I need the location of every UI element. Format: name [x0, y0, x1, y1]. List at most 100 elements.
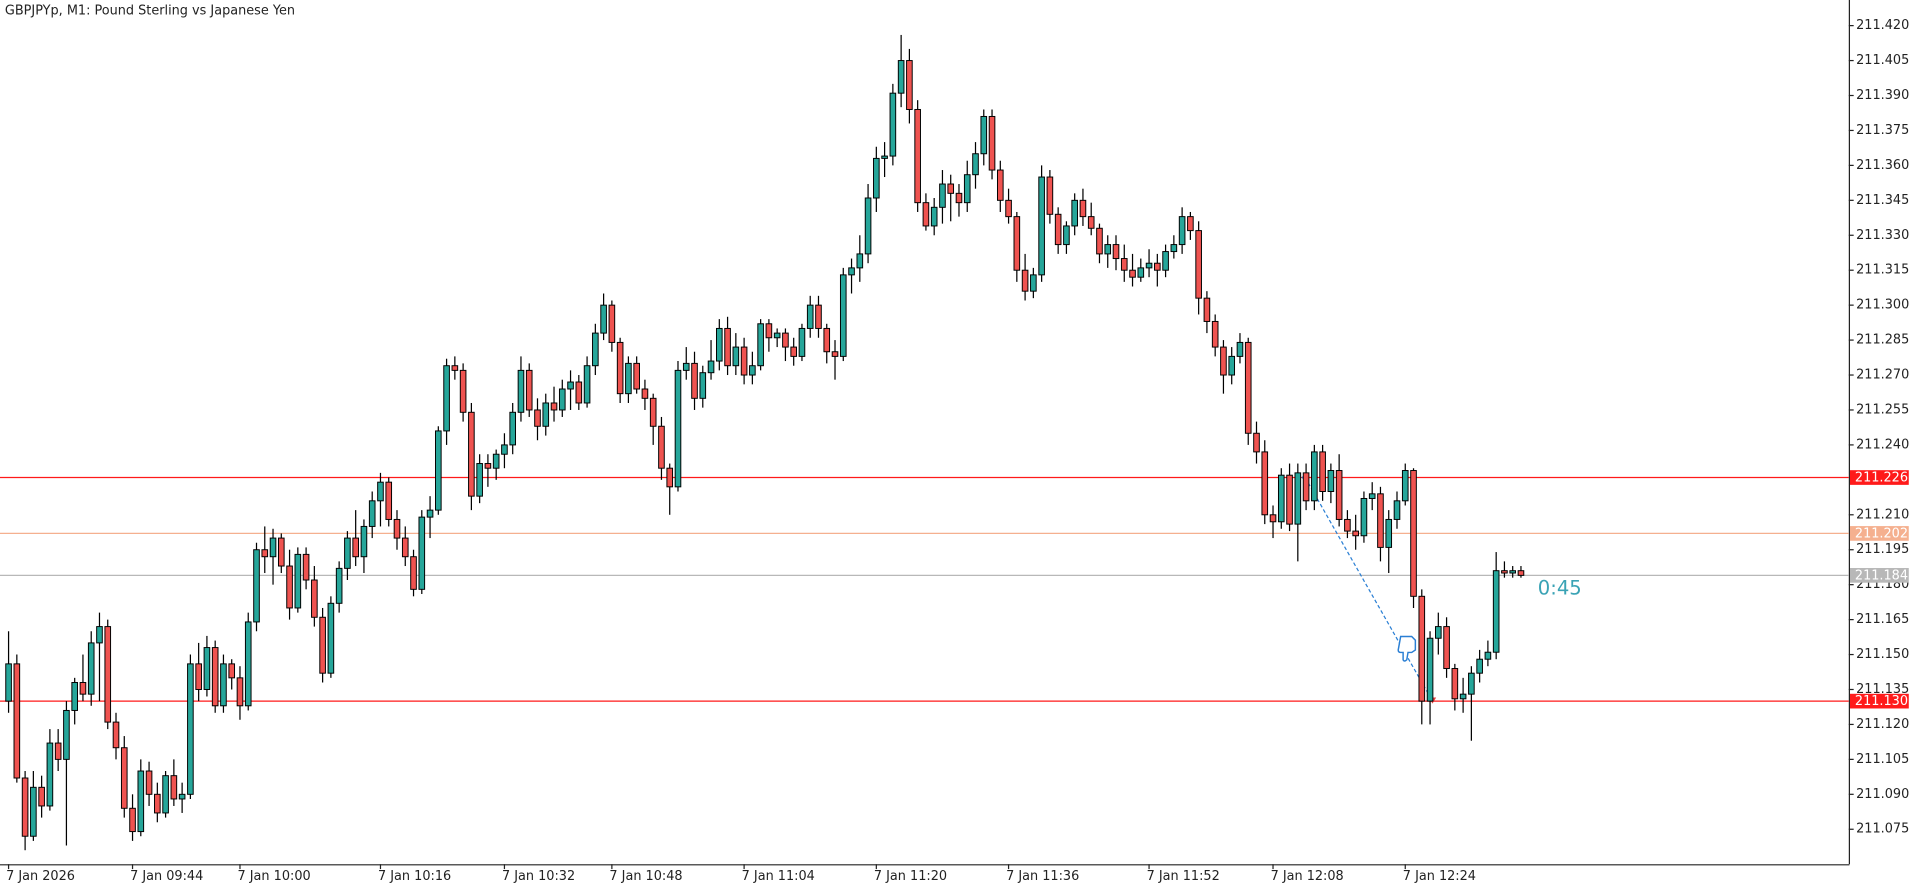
price-level-label: 211.130 — [1855, 694, 1908, 709]
candle-body — [145, 770, 153, 795]
candle-body — [162, 775, 169, 814]
candle-body — [137, 770, 145, 833]
candle-body — [1046, 176, 1054, 215]
candle-body — [344, 537, 351, 569]
candle-body — [87, 642, 95, 695]
price-level-label: 211.184 — [1855, 568, 1908, 583]
candle-body — [534, 409, 541, 427]
candle-body — [1459, 693, 1467, 700]
y-tick-label: 211.210 — [1856, 507, 1909, 522]
candle-body — [1021, 269, 1029, 292]
candle-body — [732, 346, 740, 367]
candle-body — [1195, 230, 1202, 299]
candle-body — [1286, 474, 1293, 525]
candle-body — [716, 327, 723, 362]
thumbs-down-shape — [1397, 635, 1417, 662]
candle-body — [1112, 244, 1120, 260]
y-tick-label: 211.195 — [1856, 542, 1909, 557]
y-tick-label: 211.390 — [1856, 88, 1909, 103]
candle-body — [377, 481, 384, 502]
candle-body — [1203, 297, 1211, 322]
x-tick-label: 7 Jan 09:44 — [130, 869, 203, 884]
thumbs-down-icon — [1397, 635, 1417, 662]
candle-body — [360, 525, 368, 558]
candle-body — [1013, 216, 1021, 271]
candle-body — [1377, 493, 1384, 548]
candle-body — [682, 362, 690, 371]
candle-body — [327, 602, 335, 674]
candle-body — [154, 793, 161, 814]
candle-body — [658, 425, 665, 469]
candle-body — [889, 92, 897, 157]
candle-body — [1253, 432, 1260, 453]
x-tick-label: 7 Jan 11:52 — [1147, 869, 1220, 884]
price-level-tag — [1850, 470, 1909, 485]
candle-body — [211, 647, 219, 707]
candle-body — [129, 807, 136, 833]
candle-body — [914, 108, 921, 204]
candle-body — [459, 369, 467, 413]
candle-body — [1385, 518, 1393, 548]
x-tick-label: 7 Jan 2026 — [6, 869, 75, 884]
candle-body — [1071, 199, 1078, 227]
candle-body — [294, 553, 302, 609]
price-level-tag — [1850, 693, 1909, 709]
candle-body — [178, 793, 186, 800]
candle-body — [286, 565, 293, 609]
candle-body — [707, 360, 715, 374]
candle-body — [170, 775, 178, 800]
candle-body — [988, 115, 996, 171]
candle-body — [1294, 472, 1302, 525]
candle-body — [873, 157, 880, 199]
candle-body — [112, 721, 120, 749]
axes: 211.420 211.405 211.390 211.375 211.360 211.3… — [6, 18, 1909, 884]
candle-body — [1269, 514, 1277, 523]
candle-body — [104, 626, 112, 723]
x-tick-label: 7 Jan 10:16 — [378, 869, 451, 884]
candle-body — [592, 332, 599, 367]
candle-body — [1426, 637, 1434, 702]
y-tick-label: 211.360 — [1856, 158, 1909, 173]
x-tick-label: 7 Jan 10:00 — [238, 869, 311, 884]
candle-body — [922, 202, 930, 227]
candle-body — [757, 323, 764, 367]
candle-body — [203, 647, 211, 690]
candle-body — [277, 537, 285, 567]
candle-body — [311, 579, 318, 618]
x-tick-label: 7 Jan 11:36 — [1006, 869, 1079, 884]
candle-body — [1451, 668, 1459, 700]
candle-body — [1145, 262, 1153, 269]
candle-body — [195, 663, 202, 690]
y-tick-label: 211.330 — [1856, 228, 1909, 243]
candle-body — [773, 332, 781, 339]
y-tick-label: 211.240 — [1856, 437, 1909, 452]
candle-body — [765, 323, 773, 339]
y-tick-label: 211.090 — [1856, 787, 1909, 802]
candle-body — [1187, 216, 1194, 232]
candle-body — [972, 153, 979, 176]
candle-body — [1178, 216, 1186, 246]
candle-body — [492, 453, 500, 469]
x-tick-label: 7 Jan 12:24 — [1403, 869, 1476, 884]
x-tick-label: 7 Jan 11:20 — [874, 869, 947, 884]
candle-body — [1087, 216, 1095, 229]
x-tick-label: 7 Jan 10:32 — [502, 869, 575, 884]
candle-body — [1220, 346, 1227, 376]
candle-body — [823, 327, 831, 353]
candle-body — [567, 381, 574, 390]
chart-title: GBPJPYp, M1: Pound Sterling vs Japanese … — [5, 4, 295, 19]
candle-body — [71, 682, 78, 711]
y-tick-label: 211.120 — [1856, 717, 1909, 732]
candle-body — [749, 365, 756, 376]
candle-body — [947, 183, 955, 194]
candle-body — [1170, 244, 1178, 253]
candle-body — [13, 663, 21, 779]
candle-body — [368, 500, 376, 527]
candle-body — [633, 362, 640, 390]
x-tick-label: 7 Jan 12:08 — [1271, 869, 1344, 884]
price-level-tag — [1850, 526, 1909, 541]
candle-body — [1476, 658, 1483, 674]
candle-body — [550, 402, 558, 411]
candle-body — [401, 537, 409, 558]
